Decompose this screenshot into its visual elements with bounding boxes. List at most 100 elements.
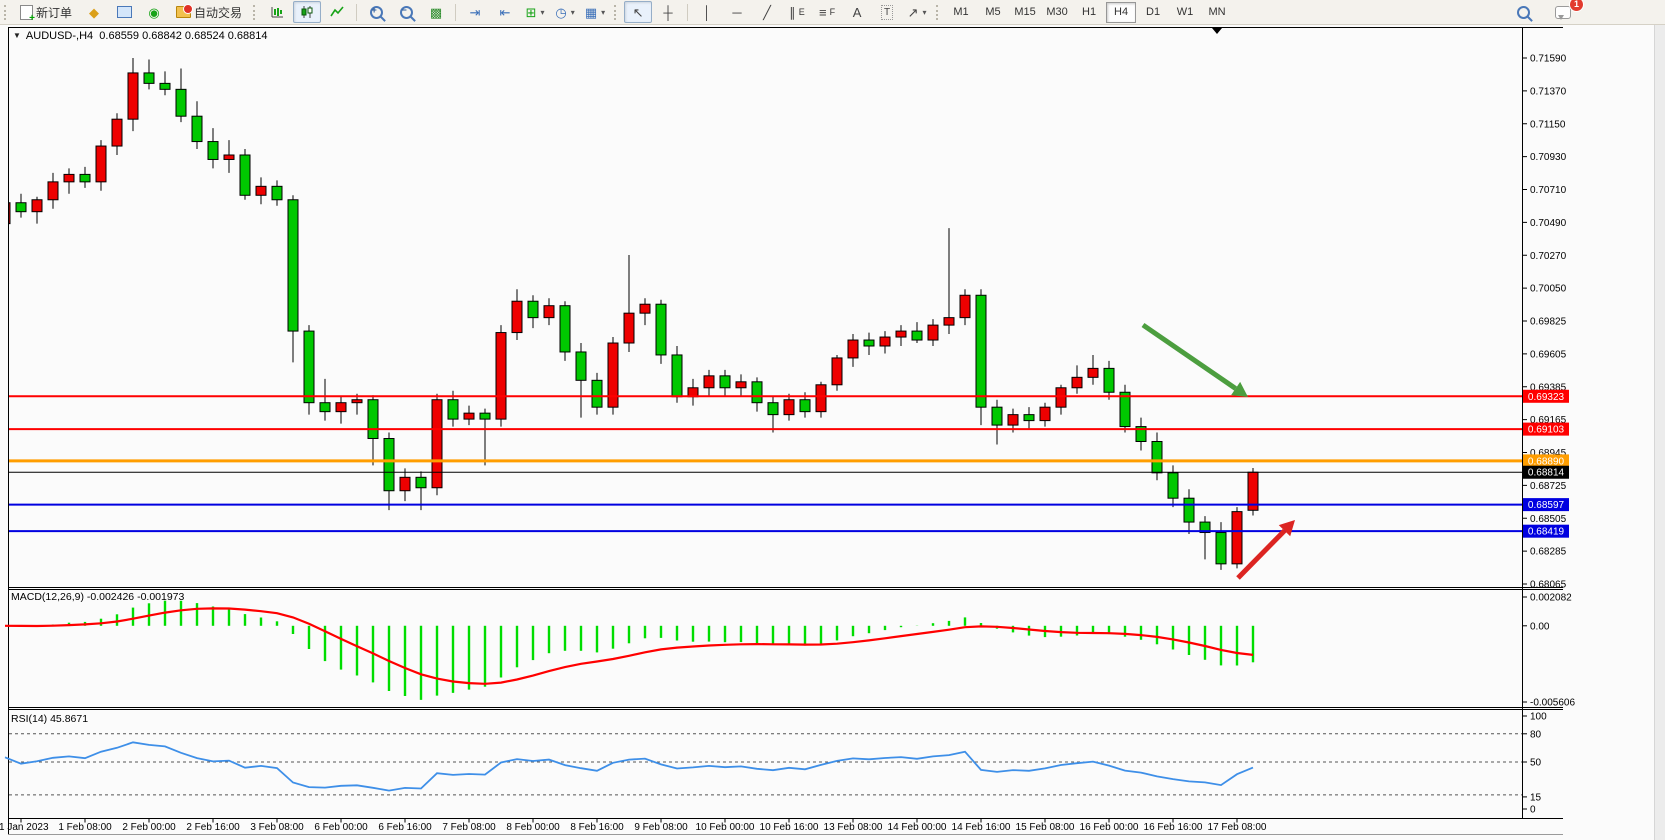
line-chart-button[interactable] [323,1,351,23]
bar-chart-button[interactable] [263,1,291,23]
candle [1071,376,1083,389]
candle [895,330,907,338]
toolbar-drag-handle[interactable] [253,4,258,20]
candle [559,305,571,353]
timeframe-mn[interactable]: MN [1208,5,1226,18]
toolbar-drag-handle[interactable] [4,4,9,20]
candle [783,399,795,416]
signals-icon: ◉ [148,4,160,20]
candle [175,88,187,117]
candle [207,141,219,160]
rsi-indicator-label: RSI(14) 45.8671 [11,713,89,725]
price-tick-label: 0.69825 [1530,317,1567,328]
rsi-axis-label: 0 [1530,805,1536,816]
signals-button[interactable]: ◉ [140,1,168,23]
crosshair-button[interactable]: ┼ [654,1,682,23]
time-tick-label: 9 Feb 08:00 [634,822,688,833]
candle [831,357,843,386]
time-tick-label: 14 Feb 16:00 [952,822,1011,833]
candle [239,154,251,196]
periods-button[interactable]: ◷ ▾ [555,4,575,20]
templates-button[interactable]: ▦ ▾ [584,4,606,20]
timeframe-d1[interactable]: D1 [1146,5,1161,18]
chart-symbol-period: AUDUSD-,H4 [25,30,94,42]
candle [271,185,283,201]
new-order-button[interactable]: 新订单 [14,1,78,24]
vertical-line-button[interactable]: │ [693,1,721,23]
equidistant-channel-button[interactable]: ∥ E [789,4,805,20]
text-button[interactable]: A [843,1,871,23]
zoom-in-button[interactable]: + [362,1,390,23]
time-tick-label: 13 Feb 08:00 [824,822,883,833]
downtrend-arrow[interactable] [1141,322,1248,397]
candle [751,381,763,404]
zoom-in-icon: + [369,5,383,19]
candle [335,402,347,413]
toolbar-drag-handle[interactable] [614,4,619,20]
timeframe-m30[interactable]: M30 [1046,5,1068,18]
chart-shift-button[interactable]: ⇤ [491,1,519,23]
zoom-out-button[interactable]: − [392,1,420,23]
candle [111,118,123,147]
toolbar-drag-handle[interactable] [936,4,941,20]
bounce-arrow[interactable] [1236,520,1295,580]
price-badge-label: 0.68890 [1528,456,1565,467]
price-badge [1523,454,1569,468]
candle [655,303,667,356]
candle [63,173,75,183]
macd-axis-label: 0.002082 [1530,593,1572,604]
timeframe-m5[interactable]: M5 [985,5,1001,18]
candlestick-chart-button[interactable] [293,1,322,23]
vertical-line-icon: │ [702,4,712,20]
timeframe-h1[interactable]: H1 [1082,5,1097,18]
new-order-label: 新订单 [36,5,73,20]
text-label-button[interactable]: T [873,1,901,23]
time-tick-label: 6 Feb 00:00 [314,822,368,833]
timeframe-h4[interactable]: H4 [1106,1,1137,23]
search-button[interactable] [1509,1,1537,23]
price-tick-label: 0.68725 [1530,481,1567,492]
timeframe-m15[interactable]: M15 [1014,5,1036,18]
price-badge [1523,498,1569,512]
timeframe-w1[interactable]: W1 [1176,5,1194,18]
chart-collapse-icon[interactable]: ▼ [13,31,21,40]
terminal-button[interactable] [110,1,138,23]
candle [1103,367,1115,393]
candle [719,375,731,389]
auto-trading-label: 自动交易 [194,5,243,20]
candle [543,305,555,319]
arrows-button[interactable]: ↗ ▾ [907,4,927,20]
candle [527,300,539,319]
price-badge-label: 0.69323 [1528,392,1565,403]
candle [1151,440,1163,474]
tile-windows-button[interactable]: ▩ [422,1,450,23]
rsi-axis-label: 15 [1530,792,1542,803]
trendline-button[interactable]: ╱ [753,1,781,23]
price-tick-label: 0.70710 [1530,185,1567,196]
candle [1039,406,1051,422]
chart-title[interactable]: ▼ AUDUSD-,H4 0.68559 0.68842 0.68524 0.68… [13,30,268,42]
indicators-button[interactable]: ⊞ ▾ [525,4,545,20]
candle [703,375,715,389]
fibonacci-button[interactable]: ≡ F [818,4,836,20]
fibonacci-icon: ≡ [818,4,827,20]
chart-frame [8,27,1563,835]
cursor-button[interactable]: ↖ [624,1,653,23]
time-tick-label: 16 Feb 00:00 [1080,822,1139,833]
macd-pane: 0.002082 0.00 -0.005606 [4,593,1575,709]
timeframe-m1[interactable]: M1 [953,5,969,18]
price-tick-label: 0.68065 [1530,580,1567,591]
metaeditor-button[interactable]: ◆ [80,1,108,23]
auto-trading-button[interactable]: 自动交易 [170,1,248,23]
notifications-button[interactable]: 1 [1549,0,1584,23]
bar-chart-icon [271,7,283,18]
chat-bubble-icon [1555,5,1571,20]
auto-scroll-button[interactable]: ⇥ [461,1,489,23]
candle [495,332,507,420]
time-tick-label: 2 Feb 16:00 [186,822,240,833]
candle [607,342,619,408]
candle [79,173,91,183]
horizontal-line-button[interactable]: ─ [723,1,751,23]
